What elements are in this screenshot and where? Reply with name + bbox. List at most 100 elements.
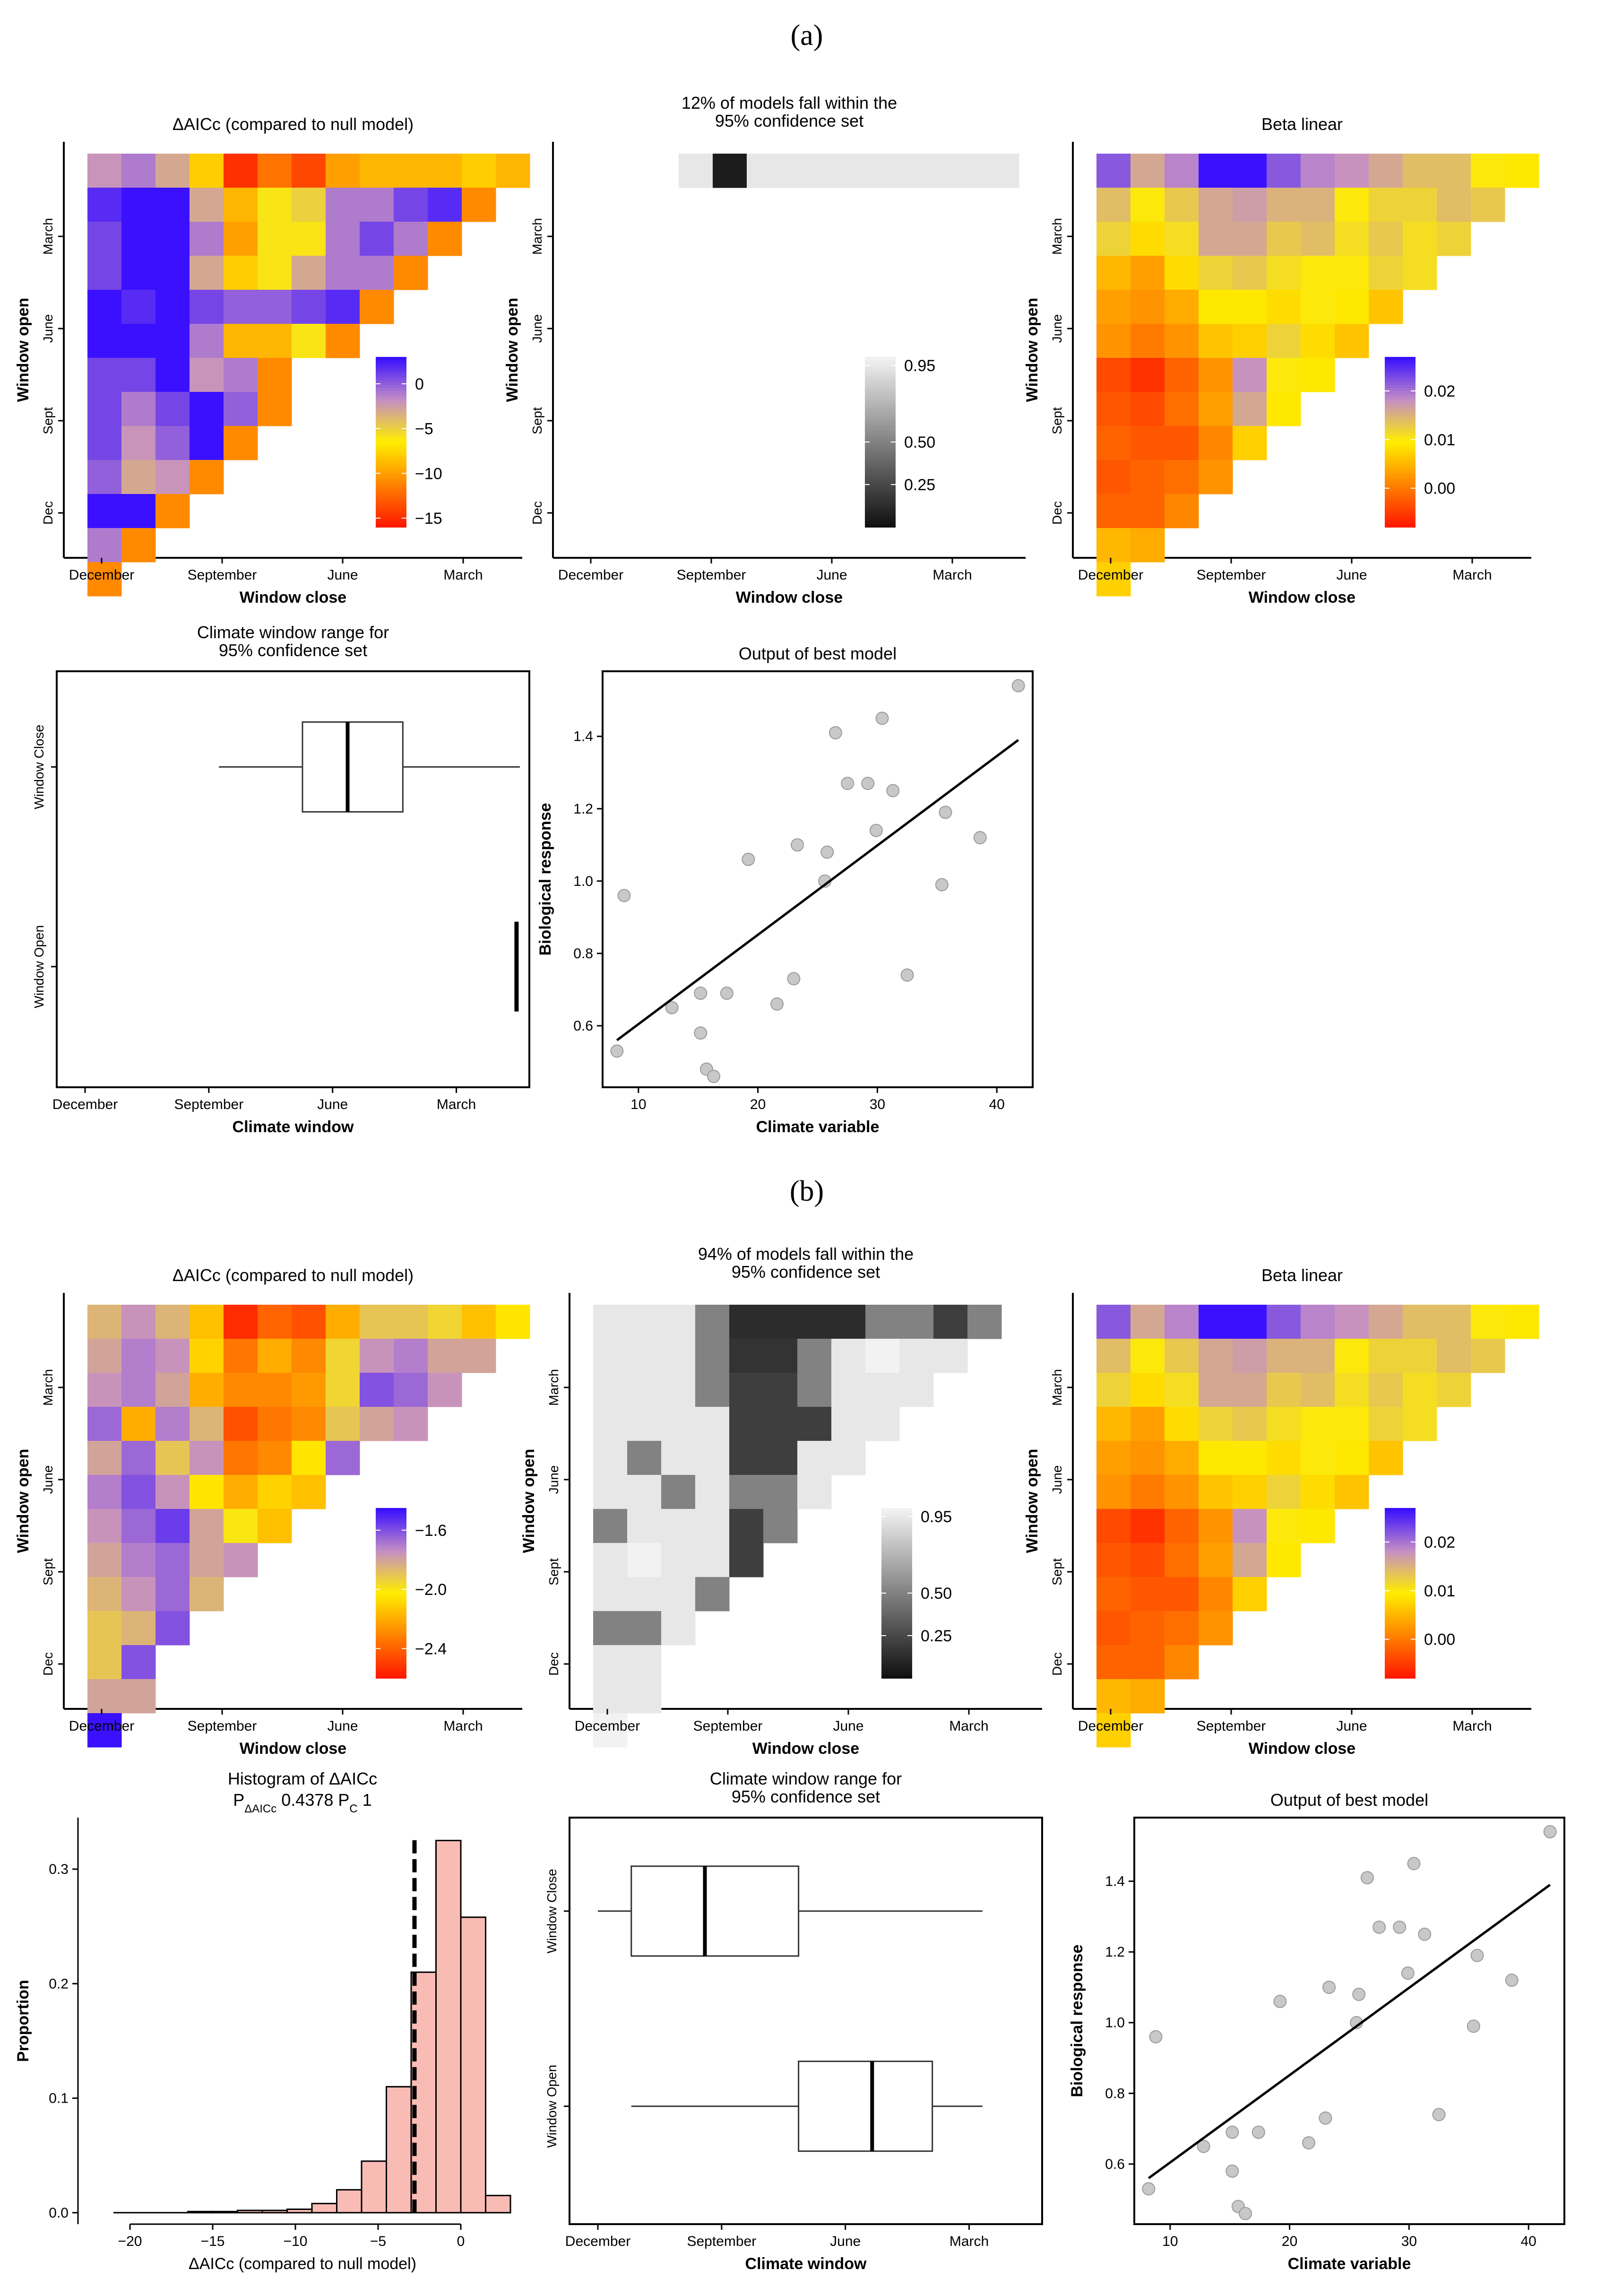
heatmap-cell — [1369, 1407, 1403, 1441]
colorbar-segment — [376, 496, 406, 499]
heatmap-a1: December September June March March June Sept D… — [14, 142, 530, 606]
y-tick-label: Sept — [41, 1558, 55, 1586]
y-tick-label: June — [530, 314, 544, 343]
heatmap-cell — [1301, 1407, 1335, 1441]
colorbar-segment — [1385, 510, 1415, 513]
heatmap-cell — [627, 1407, 662, 1441]
heatmap-cell — [87, 1407, 122, 1441]
heatmap-cell — [258, 222, 292, 256]
colorbar-segment — [865, 382, 896, 386]
heatmap-cell — [1267, 1441, 1301, 1475]
colorbar-tick-label: −2.0 — [415, 1581, 447, 1599]
colorbar-segment — [376, 1661, 406, 1664]
data-point — [1011, 679, 1025, 693]
histogram-bar — [361, 2160, 387, 2214]
heatmap-cell — [121, 392, 156, 426]
data-point — [1393, 1920, 1407, 1934]
colorbar-segment — [865, 468, 896, 471]
heatmap-cell — [360, 188, 394, 222]
heatmap-cell — [661, 1475, 696, 1509]
y-tick-label: Dec — [1050, 501, 1064, 525]
chart-title: ΔAICc (compared to null model) — [173, 1265, 414, 1285]
x-tick-label: September — [677, 567, 746, 583]
heatmap-cell — [661, 1339, 696, 1373]
heatmap-cell — [224, 426, 258, 460]
heatmap-cell — [1267, 154, 1301, 188]
chart-title-line: Beta linear — [1261, 1265, 1343, 1285]
heatmap-cell — [1369, 1305, 1403, 1339]
heatmap-cell — [1199, 1611, 1233, 1646]
heatmap-cell — [155, 1577, 190, 1612]
colorbar-segment — [1385, 408, 1415, 411]
x-tick-label: −5 — [370, 2234, 386, 2249]
colorbar-segment — [376, 1602, 406, 1605]
heatmap-cell — [87, 188, 122, 222]
heatmap-cell — [190, 460, 224, 494]
colorbar-segment — [1385, 1534, 1415, 1537]
colorbar-segment — [865, 394, 896, 397]
heatmap-cell — [1233, 426, 1267, 460]
heatmap-cell — [155, 188, 190, 222]
heatmap-cell — [593, 1373, 628, 1407]
colorbar-segment — [376, 524, 406, 528]
colorbar-segment — [1385, 1582, 1415, 1585]
heatmap-cell — [1096, 426, 1131, 460]
heatmap-cell — [121, 1407, 156, 1441]
heatmap-cell — [326, 188, 360, 222]
heatmap-cell — [1165, 494, 1199, 529]
colorbar-segment — [376, 1573, 406, 1577]
colorbar-segment — [376, 479, 406, 482]
heatmap-cell — [695, 1373, 730, 1407]
colorbar-segment — [881, 1522, 912, 1525]
heatmap-cell — [224, 1373, 258, 1407]
colorbar-tick-label: 0.50 — [921, 1585, 952, 1603]
heatmap-b2: December September June March March June Sept D… — [520, 1293, 1042, 1758]
heatmap-cell — [121, 358, 156, 392]
colorbar-segment — [881, 1551, 912, 1554]
colorbar-segment — [881, 1525, 912, 1528]
colorbar-segment — [865, 487, 896, 491]
data-point — [1372, 1920, 1386, 1934]
y-tick-label: June — [1050, 314, 1064, 343]
colorbar-tick-label: 0.00 — [1424, 1631, 1455, 1649]
y-tick-label: 0.0 — [49, 2205, 69, 2221]
heatmap-cell — [661, 1305, 696, 1339]
heatmap-cell — [394, 256, 428, 290]
heatmap-cell — [1301, 1305, 1335, 1339]
heatmap-cell — [360, 154, 394, 188]
heatmap-cell — [729, 1475, 764, 1509]
x-axis-label: Window close — [1249, 1740, 1355, 1758]
y-tick-label: 1.0 — [573, 874, 593, 889]
heatmap-cell — [951, 154, 985, 188]
heatmap-cell — [121, 1475, 156, 1509]
colorbar-segment — [865, 374, 896, 377]
heatmap-cell — [1096, 290, 1131, 324]
heatmap-cell — [292, 188, 326, 222]
heatmap-cell — [695, 1441, 730, 1475]
colorbar-segment — [865, 399, 896, 403]
colorbar-segment — [1385, 459, 1415, 462]
colorbar-segment — [376, 1670, 406, 1673]
colorbar-segment — [1385, 442, 1415, 445]
heatmap-cell — [224, 1407, 258, 1441]
x-axis-label: Window close — [752, 1740, 859, 1758]
x-tick-label: September — [1197, 1718, 1266, 1734]
heatmap-cell — [1096, 528, 1131, 563]
heatmap-cell — [627, 1611, 662, 1646]
chart-title-line: Output of best model — [739, 644, 897, 663]
colorbar-segment — [1385, 1633, 1415, 1636]
chart-title-line: 12% of models fall within the — [682, 93, 897, 113]
heatmap-cell — [1096, 392, 1131, 426]
x-tick-label: September — [687, 2234, 756, 2249]
colorbar-segment — [376, 1565, 406, 1568]
heatmap-cell — [1165, 1339, 1199, 1373]
heatmap-cell — [713, 154, 747, 188]
heatmap-cell — [1131, 392, 1165, 426]
heatmap-cell — [593, 1509, 628, 1543]
heatmap-cell — [155, 358, 190, 392]
colorbar-segment — [1385, 482, 1415, 485]
y-tick-label: 0.8 — [573, 946, 593, 962]
heatmap-cell — [1233, 1373, 1267, 1407]
colorbar-segment — [1385, 1514, 1415, 1517]
heatmap-cell — [1267, 290, 1301, 324]
